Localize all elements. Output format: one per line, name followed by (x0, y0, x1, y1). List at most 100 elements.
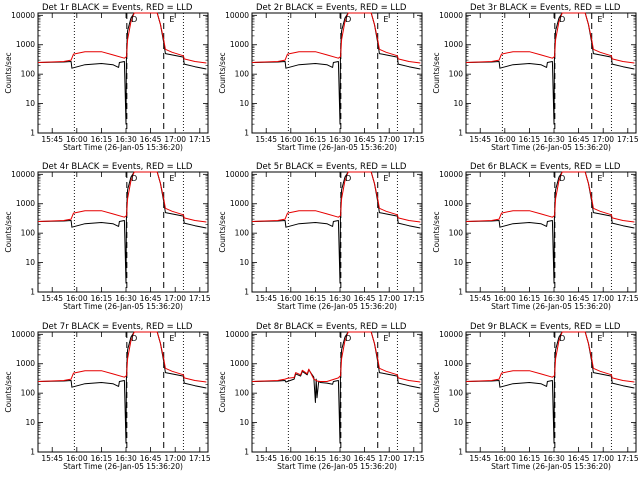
x-tick-label: 17:15 (189, 294, 211, 303)
events-series-line (37, 12, 207, 125)
x-axis-label: Start Time (26-Jan-05 15:36:20) (491, 462, 611, 471)
panel-det-8: Det 8r BLACK = Events, RED = LLD 1 10 100 10… (218, 322, 425, 471)
y-tick-label: 1 (244, 129, 249, 138)
x-tick-label: 16:30 (543, 454, 565, 463)
lld-series-line (251, 171, 421, 223)
x-tick-label: 16:15 (91, 454, 113, 463)
y-tick-label: 1 (458, 448, 463, 457)
events-series-line (465, 12, 635, 125)
x-tick-label: 16:15 (305, 135, 327, 144)
x-tick-label: 16:30 (329, 454, 351, 463)
x-axis-label: Start Time (26-Jan-05 15:36:20) (277, 462, 397, 471)
attenuator-marker-label: E (383, 15, 388, 24)
y-tick-label: 1000 (230, 40, 249, 49)
y-tick-label: 1 (458, 288, 463, 297)
x-tick-label: 15:45 (255, 294, 277, 303)
x-tick-label: 16:45 (568, 454, 590, 463)
y-tick-label: 10000 (11, 170, 35, 179)
y-tick-label: 10 (239, 418, 249, 427)
x-tick-label: 15:45 (469, 135, 491, 144)
plot-frame (465, 171, 637, 293)
panel-title: Det 6r BLACK = Events, RED = LLD (470, 162, 621, 172)
y-tick-label: 1000 (444, 359, 463, 368)
panel-det-9: Det 9r BLACK = Events, RED = LLD 1 10 100 10… (432, 322, 639, 471)
attenuator-marker-label: E (383, 174, 388, 183)
x-tick-label: 17:00 (378, 294, 400, 303)
panel-title: Det 4r BLACK = Events, RED = LLD (42, 162, 193, 172)
x-tick-label: 17:15 (617, 454, 639, 463)
x-tick-label: 16:45 (140, 454, 162, 463)
plot-frame (251, 12, 423, 134)
panel-det-2: Det 2r BLACK = Events, RED = LLD 1 10 100 10… (218, 3, 425, 152)
y-tick-label: 10 (25, 258, 35, 267)
y-tick-label: 1 (30, 129, 35, 138)
x-tick-label: 16:00 (280, 454, 302, 463)
attenuator-marker-label: E (169, 15, 174, 24)
x-tick-label: 17:00 (164, 135, 186, 144)
plot-frame (37, 331, 209, 453)
x-tick-label: 17:15 (403, 454, 425, 463)
attenuator-marker-label: D (131, 334, 137, 343)
y-axis-label: Counts/sec (4, 211, 13, 252)
x-tick-label: 16:00 (280, 294, 302, 303)
attenuator-marker-label: E (383, 334, 388, 343)
x-tick-label: 15:45 (255, 454, 277, 463)
x-tick-label: 17:00 (592, 135, 614, 144)
attenuator-marker-label: E (597, 334, 602, 343)
y-axis-label: Counts/sec (218, 371, 227, 412)
y-tick-label: 1 (30, 448, 35, 457)
x-tick-label: 15:45 (41, 294, 63, 303)
x-tick-label: 16:15 (519, 454, 541, 463)
x-axis-label: Start Time (26-Jan-05 15:36:20) (63, 462, 183, 471)
panel-title: Det 7r BLACK = Events, RED = LLD (42, 322, 193, 332)
y-tick-label: 10000 (225, 330, 249, 339)
events-series-line (251, 12, 421, 125)
lld-series-line (251, 12, 421, 64)
x-axis-label: Start Time (26-Jan-05 15:36:20) (277, 143, 397, 152)
x-tick-label: 15:45 (41, 454, 63, 463)
panel-title: Det 3r BLACK = Events, RED = LLD (470, 3, 621, 13)
x-tick-label: 16:30 (543, 135, 565, 144)
attenuator-marker-label: D (131, 174, 137, 183)
x-tick-label: 16:45 (568, 135, 590, 144)
x-tick-label: 17:15 (189, 454, 211, 463)
x-tick-label: 17:15 (403, 135, 425, 144)
x-tick-label: 16:00 (66, 135, 88, 144)
panel-det-5: Det 5r BLACK = Events, RED = LLD 1 10 100 10… (218, 162, 425, 311)
x-tick-label: 15:45 (41, 135, 63, 144)
y-tick-label: 100 (449, 70, 464, 79)
y-tick-label: 100 (21, 389, 36, 398)
y-tick-label: 10000 (439, 170, 463, 179)
x-tick-label: 16:00 (494, 454, 516, 463)
plot-frame (37, 12, 209, 134)
attenuator-marker-label: D (131, 15, 137, 24)
x-tick-label: 17:00 (592, 454, 614, 463)
attenuator-marker-label: D (559, 174, 565, 183)
y-tick-label: 100 (235, 229, 250, 238)
y-tick-label: 1 (30, 288, 35, 297)
x-tick-label: 17:00 (164, 294, 186, 303)
plot-frame (251, 331, 423, 453)
attenuator-marker-label: E (169, 334, 174, 343)
x-tick-label: 16:30 (115, 135, 137, 144)
x-tick-label: 16:00 (494, 294, 516, 303)
attenuator-marker-label: D (559, 15, 565, 24)
x-axis-label: Start Time (26-Jan-05 15:36:20) (63, 302, 183, 311)
panel-det-3: Det 3r BLACK = Events, RED = LLD 1 10 100 10… (432, 3, 639, 152)
x-tick-label: 16:15 (519, 135, 541, 144)
lld-series-line (37, 331, 207, 383)
x-tick-label: 16:30 (329, 135, 351, 144)
y-tick-label: 10000 (225, 170, 249, 179)
attenuator-marker-label: D (345, 334, 351, 343)
x-tick-label: 16:00 (494, 135, 516, 144)
y-tick-label: 10000 (439, 330, 463, 339)
y-tick-label: 10 (239, 99, 249, 108)
y-axis-label: Counts/sec (432, 52, 441, 93)
lld-series-line (465, 331, 635, 383)
x-tick-label: 16:00 (66, 294, 88, 303)
x-tick-label: 15:45 (469, 454, 491, 463)
x-tick-label: 17:00 (378, 454, 400, 463)
x-axis-label: Start Time (26-Jan-05 15:36:20) (277, 302, 397, 311)
plot-frame (465, 12, 637, 134)
